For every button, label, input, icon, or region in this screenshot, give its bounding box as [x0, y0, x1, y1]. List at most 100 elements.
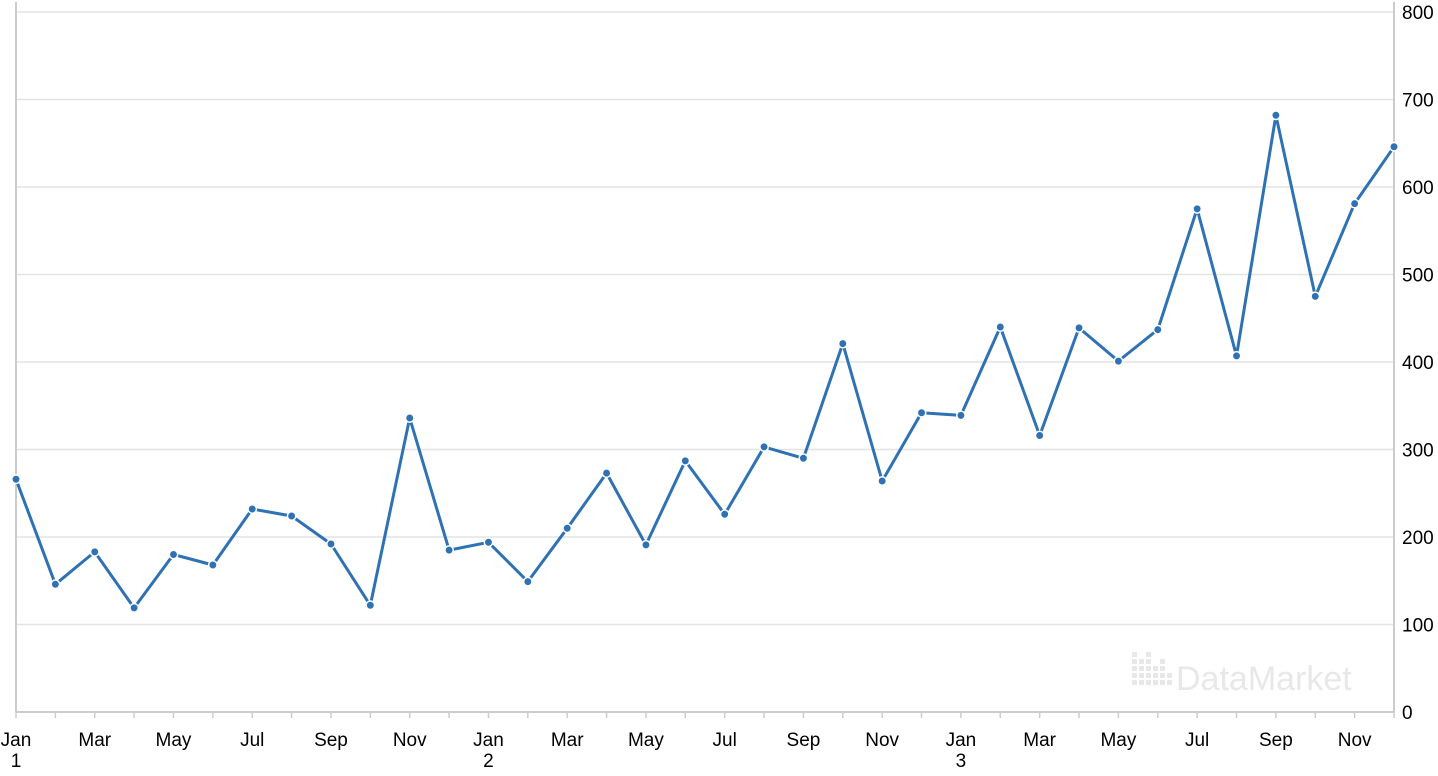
series-layer	[14, 113, 1396, 610]
y-tick-label: 100	[1402, 616, 1434, 637]
x-tick-label: Nov	[865, 730, 899, 751]
x-axis-ticks: Jan Mar May Jul Sep Nov Jan Mar May Jul Sep Nov Jan M…	[1, 712, 1395, 772]
logo-dot	[1139, 680, 1144, 685]
data-point[interactable]	[877, 476, 888, 486]
x-tick-label: Nov	[1338, 730, 1372, 751]
data-point[interactable]	[365, 600, 376, 611]
logo-dot	[1153, 673, 1158, 678]
logo-dot	[1153, 666, 1158, 671]
data-point[interactable]	[247, 504, 258, 514]
x-tick-label: Mar	[1023, 730, 1056, 751]
x-tick-label: Jan	[946, 730, 977, 751]
data-point[interactable]	[1310, 291, 1321, 302]
logo-dot	[1160, 659, 1165, 664]
data-point[interactable]	[1192, 203, 1203, 214]
logo-dot	[1146, 680, 1151, 685]
x-year-label: 1	[11, 751, 22, 772]
x-tick-label: Sep	[314, 730, 348, 751]
logo-dot	[1153, 680, 1158, 685]
x-year-label: 2	[483, 751, 494, 772]
data-point[interactable]	[1231, 350, 1242, 361]
data-point[interactable]	[1034, 430, 1045, 441]
data-point[interactable]	[1113, 356, 1124, 367]
x-tick-label: May	[156, 730, 192, 751]
data-point[interactable]	[522, 576, 533, 587]
x-tick-label: Sep	[1259, 730, 1293, 751]
x-year-label: 3	[956, 751, 967, 772]
y-tick-label: 800	[1402, 3, 1434, 24]
x-tick-label: Mar	[78, 730, 111, 751]
x-tick-label: May	[628, 730, 664, 751]
x-tick-label: Mar	[551, 730, 584, 751]
y-tick-label: 200	[1402, 528, 1434, 549]
logo-dot	[1146, 666, 1151, 671]
logo-dot	[1139, 659, 1144, 664]
data-point[interactable]	[129, 602, 140, 613]
y-tick-label: 300	[1402, 441, 1434, 462]
logo-dot	[1132, 680, 1137, 685]
data-point[interactable]	[1152, 324, 1163, 335]
data-points	[11, 110, 1399, 613]
logo-dot	[1146, 673, 1151, 678]
data-point[interactable]	[326, 539, 336, 549]
data-point[interactable]	[759, 441, 770, 452]
logo-dot	[1160, 673, 1165, 678]
data-point[interactable]	[1270, 110, 1281, 121]
data-point[interactable]	[837, 338, 848, 349]
logo-dot	[1132, 673, 1137, 678]
x-tick-label: Nov	[393, 730, 427, 751]
x-tick-label: May	[1100, 730, 1136, 751]
datamarket-logo-icon	[1132, 652, 1172, 685]
y-tick-label: 600	[1402, 178, 1434, 199]
y-tick-label: 400	[1402, 353, 1434, 374]
logo-dot	[1146, 652, 1151, 657]
y-tick-label: 500	[1402, 266, 1434, 287]
logo-dot	[1132, 666, 1137, 671]
x-tick-label: Jan	[473, 730, 504, 751]
x-tick-label: Sep	[787, 730, 821, 751]
y-axis-ticks: 0 100 200 300 400 500 600 700 800	[1402, 3, 1434, 724]
data-point[interactable]	[680, 455, 691, 466]
logo-dot	[1160, 680, 1165, 685]
data-point[interactable]	[404, 413, 415, 423]
axes	[15, 2, 1395, 713]
data-point[interactable]	[601, 468, 612, 479]
data-point[interactable]	[286, 511, 297, 521]
y-tick-label: 700	[1402, 91, 1434, 112]
data-point[interactable]	[483, 537, 494, 548]
logo-dot	[1146, 659, 1151, 664]
x-tick-label: Jul	[240, 730, 264, 751]
data-point[interactable]	[1349, 198, 1360, 209]
data-point[interactable]	[444, 545, 455, 556]
logo-dot	[1160, 666, 1165, 671]
logo-dot	[1139, 666, 1144, 671]
x-tick-label: Jan	[1, 730, 32, 751]
data-point[interactable]	[11, 474, 21, 485]
data-point[interactable]	[719, 509, 730, 520]
data-point[interactable]	[995, 322, 1006, 332]
data-point[interactable]	[798, 453, 809, 464]
logo-dot	[1132, 652, 1137, 657]
data-point[interactable]	[168, 549, 179, 560]
data-point[interactable]	[1389, 141, 1399, 152]
data-point[interactable]	[207, 560, 218, 570]
data-point[interactable]	[640, 539, 651, 550]
data-point[interactable]	[89, 546, 100, 557]
watermark-text: DataMarket	[1176, 660, 1352, 698]
data-point[interactable]	[562, 523, 573, 534]
gridlines	[16, 11, 1394, 626]
data-point[interactable]	[916, 407, 927, 418]
x-tick-label: Jul	[1185, 730, 1209, 751]
data-point[interactable]	[50, 579, 61, 590]
logo-dot	[1139, 673, 1144, 678]
data-point[interactable]	[1074, 322, 1084, 333]
data-point[interactable]	[955, 410, 966, 421]
y-tick-label: 0	[1402, 703, 1413, 724]
series-line	[14, 113, 1396, 610]
x-tick-label: Jul	[713, 730, 737, 751]
watermark: DataMarket	[1132, 652, 1352, 698]
logo-dot	[1167, 673, 1172, 678]
logo-dot	[1132, 659, 1137, 664]
